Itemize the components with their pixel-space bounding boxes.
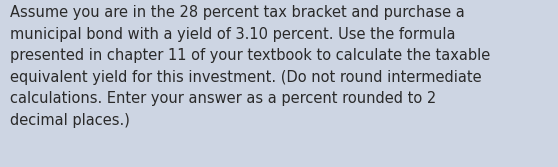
Text: Assume you are in the 28 percent tax bracket and purchase a
municipal bond with : Assume you are in the 28 percent tax bra… xyxy=(10,5,490,128)
